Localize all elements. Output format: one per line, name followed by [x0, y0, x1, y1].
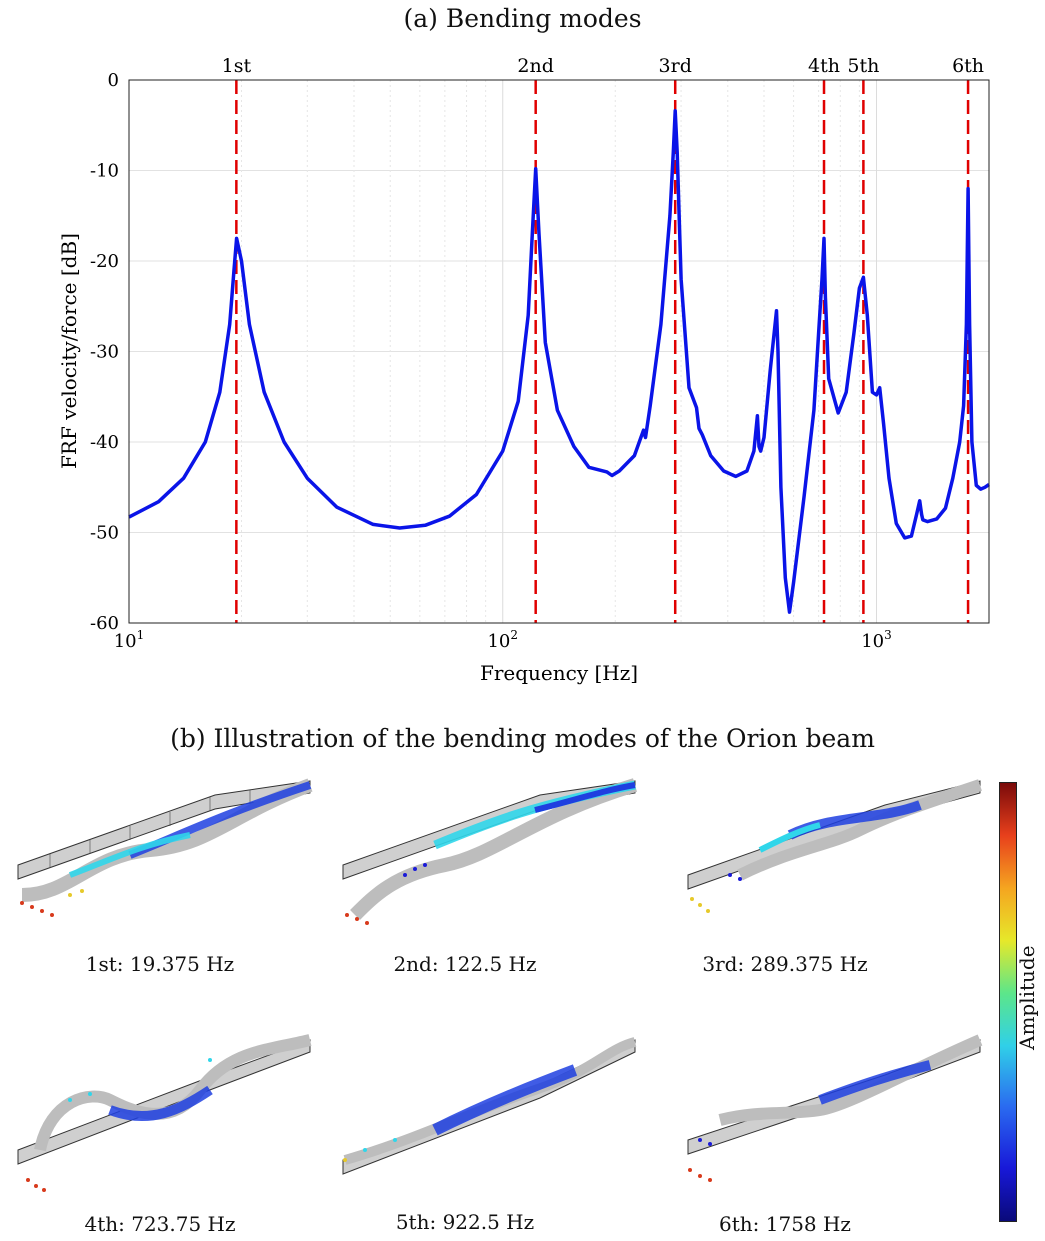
mode-caption-3: 3rd: 289.375 Hz — [702, 952, 868, 976]
mode-label: 5th — [847, 55, 879, 77]
y-tick-label: -20 — [90, 251, 119, 272]
y-axis-label: FRF velocity/force [dB] — [57, 233, 81, 469]
mode-caption-6: 6th: 1758 Hz — [719, 1212, 851, 1236]
mode-label: 6th — [952, 55, 984, 77]
mode-shape-5 — [342, 1037, 637, 1175]
mode-label: 2nd — [517, 55, 554, 77]
series — [128, 109, 990, 614]
mode-shape-6 — [687, 1034, 983, 1182]
mode-label: 4th — [808, 55, 840, 77]
y-tick-label: -30 — [90, 342, 119, 363]
mode-caption-2: 2nd: 122.5 Hz — [393, 952, 537, 976]
x-tick-label: 103 — [861, 628, 892, 652]
frf-chart: 1st 2nd 3rd 4th 5th 6th 0-10-20-30-40-50-6010… — [57, 55, 990, 685]
x-tick-label: 102 — [487, 628, 518, 652]
mode-caption-1: 1st: 19.375 Hz — [85, 952, 235, 976]
y-tick-label: -60 — [90, 613, 119, 634]
y-tick-label: -40 — [90, 432, 119, 453]
frf-line — [128, 109, 990, 614]
plot-frame — [128, 79, 990, 624]
colorbar — [999, 782, 1017, 1222]
colorbar-label: Amplitude — [1015, 945, 1039, 1050]
mode-caption-5: 5th: 922.5 Hz — [395, 1210, 535, 1234]
mode-caption-4: 4th: 723.75 Hz — [84, 1212, 236, 1236]
y-tick-label: 0 — [108, 70, 119, 91]
mode-shape-2 — [342, 778, 638, 925]
x-axis-label: Frequency [Hz] — [480, 661, 638, 685]
panel-b-title: (b) Illustration of the bending modes of… — [170, 724, 875, 753]
panel-a-title: (a) Bending modes — [403, 4, 642, 33]
mode-shape-4 — [17, 1034, 312, 1192]
mode-shape-1 — [17, 778, 313, 917]
mode-label: 3rd — [659, 55, 692, 77]
mode-label: 1st — [222, 55, 252, 77]
y-tick-label: -10 — [90, 161, 119, 182]
mode-shape-3 — [687, 779, 982, 913]
y-tick-label: -50 — [90, 523, 119, 544]
x-tick-label: 101 — [114, 628, 145, 652]
